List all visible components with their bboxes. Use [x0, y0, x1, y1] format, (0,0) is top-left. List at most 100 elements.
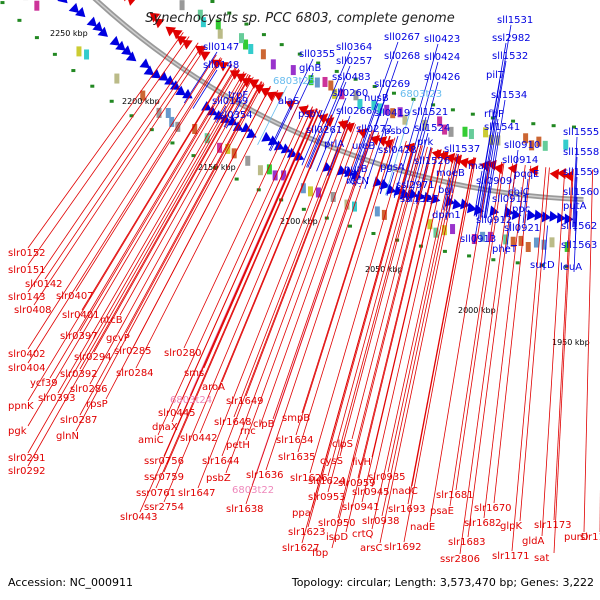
gene-label[interactable]: slr1683	[448, 537, 486, 548]
gene-label[interactable]: slr1647	[178, 488, 216, 499]
gene-label[interactable]: arsC	[360, 543, 382, 554]
gene-label[interactable]: slr1649	[226, 396, 264, 407]
gene-label[interactable]: sll0921	[504, 223, 540, 234]
gene-label[interactable]: sll0912	[476, 215, 512, 226]
gene-label[interactable]: sll0267	[384, 32, 420, 43]
gene-label[interactable]: fbp	[312, 548, 328, 559]
gene-label[interactable]: sll0269	[374, 79, 410, 90]
gene-label[interactable]: clpB	[253, 419, 275, 430]
gene-label[interactable]: slr0935	[368, 472, 406, 483]
gene-label[interactable]: sll1558	[563, 147, 599, 158]
gene-label[interactable]: slr1635	[278, 452, 316, 463]
gene-label[interactable]: ssl0428	[378, 145, 417, 156]
gene-label[interactable]: slr0287	[60, 415, 98, 426]
gene-label[interactable]: slr0941	[342, 502, 380, 513]
gene-label[interactable]: slr1173	[534, 520, 572, 531]
gene-label[interactable]: slr1634	[276, 435, 314, 446]
gene-label[interactable]: 6803t24	[170, 395, 212, 406]
gene-label[interactable]: slr0445	[158, 408, 196, 419]
gene-label[interactable]: glnN	[56, 431, 79, 442]
gene-label[interactable]: sll0355	[299, 49, 335, 60]
gene-label[interactable]: slr1670	[474, 503, 512, 514]
gene-label[interactable]: clpS	[332, 439, 353, 450]
gene-label[interactable]: sll0914	[502, 155, 538, 166]
gene-label[interactable]: slr0393	[38, 393, 76, 404]
gene-label[interactable]: nadC	[392, 486, 418, 497]
gene-label[interactable]: slr1624	[308, 476, 346, 487]
gene-label[interactable]: ureB	[352, 141, 375, 152]
gene-label[interactable]: ntcB	[100, 315, 123, 326]
gene-label[interactable]: slr1693	[388, 504, 426, 515]
gene-label[interactable]: slr0402	[8, 349, 46, 360]
gene-label[interactable]: crtQ	[352, 529, 374, 540]
gene-label[interactable]: ssr2754	[144, 502, 184, 513]
gene-label[interactable]: slr0953	[308, 492, 346, 503]
gene-label[interactable]: ycf39	[30, 378, 58, 389]
gene-label[interactable]: nadE	[410, 522, 435, 533]
gene-label[interactable]: slr1636	[246, 470, 284, 481]
gene-label[interactable]: pqqE	[514, 169, 539, 180]
gene-label[interactable]: slr0443	[120, 512, 158, 523]
gene-label[interactable]: sll0423	[424, 34, 460, 45]
gene-label[interactable]: trpF	[228, 90, 248, 101]
gene-label[interactable]: ssl1527	[400, 194, 439, 205]
gene-label[interactable]: sll1562	[561, 221, 597, 232]
gene-label[interactable]: slr0959	[338, 478, 376, 489]
gene-label[interactable]: slr0285	[114, 346, 152, 357]
gene-label[interactable]: gldA	[522, 536, 544, 547]
gene-label[interactable]: slr0286	[70, 384, 108, 395]
gene-label[interactable]: sll1526	[414, 156, 450, 167]
gene-label[interactable]: ppc	[512, 204, 530, 215]
gene-label[interactable]: sll0426	[424, 72, 460, 83]
gene-label[interactable]: ssr0761	[136, 488, 176, 499]
gene-label[interactable]: sll0910	[504, 140, 540, 151]
gene-label[interactable]: slr1682	[464, 518, 502, 529]
gene-label[interactable]: rpsP	[86, 399, 108, 410]
gene-label[interactable]: pgk	[8, 426, 27, 437]
gene-label[interactable]: slr0442	[180, 433, 218, 444]
gene-label[interactable]: sll0419	[374, 108, 410, 119]
gene-label[interactable]: sll1563	[561, 240, 597, 251]
gene-label[interactable]: slr0392	[60, 369, 98, 380]
gene-label[interactable]: prlA	[324, 139, 344, 150]
gene-label[interactable]: sll1534	[491, 90, 527, 101]
gene-label[interactable]: sucD	[530, 260, 555, 271]
gene-label[interactable]: ppa	[292, 508, 311, 519]
gene-label[interactable]: maf	[468, 161, 488, 172]
gene-label[interactable]: aroA	[202, 382, 225, 393]
gene-label[interactable]: sll1521	[412, 107, 448, 118]
gene-label[interactable]: bgl	[438, 185, 453, 196]
gene-label[interactable]: slr0408	[14, 305, 52, 316]
gene-label[interactable]: sll0148	[203, 60, 239, 71]
gene-label[interactable]: slr1160	[580, 532, 600, 543]
gene-label[interactable]: purD	[564, 532, 589, 543]
gene-label[interactable]: slr1623	[288, 527, 326, 538]
gene-label[interactable]: prk	[417, 137, 433, 148]
gene-label[interactable]: sll0149	[212, 96, 248, 107]
gene-label[interactable]: ssr2806	[440, 554, 480, 565]
gene-label[interactable]: psbZ	[206, 473, 231, 484]
gene-label[interactable]: slr0945	[352, 487, 390, 498]
gene-label[interactable]: sll0260	[332, 88, 368, 99]
gene-label[interactable]: rnc	[240, 426, 256, 437]
gene-label[interactable]: sll0364	[336, 42, 372, 53]
gene-label[interactable]: amiC	[138, 435, 164, 446]
gene-label[interactable]: moeB	[436, 168, 465, 179]
gene-label[interactable]: 6803t23	[400, 89, 442, 100]
gene-label[interactable]: sll1541	[484, 122, 520, 133]
gene-label[interactable]: ssr0756	[144, 456, 184, 467]
gene-label[interactable]: livH	[352, 457, 371, 468]
gene-label[interactable]: alaS	[278, 96, 299, 107]
gene-label[interactable]: ssl0483	[332, 72, 371, 83]
gene-label[interactable]: sll1559	[563, 167, 599, 178]
gene-label[interactable]: sll1524	[414, 123, 450, 134]
gene-label[interactable]: slr0404	[8, 363, 46, 374]
gene-label[interactable]: ispD	[326, 532, 348, 543]
gene-label[interactable]: putA	[563, 201, 587, 212]
gene-label[interactable]: pilT	[486, 70, 505, 81]
gene-label[interactable]: slr0294	[74, 352, 112, 363]
gene-label[interactable]: sll1537	[444, 144, 480, 155]
gene-label[interactable]: sat	[534, 553, 549, 564]
gene-label[interactable]: petH	[226, 440, 250, 451]
gene-label[interactable]: 6803t25	[273, 76, 315, 87]
